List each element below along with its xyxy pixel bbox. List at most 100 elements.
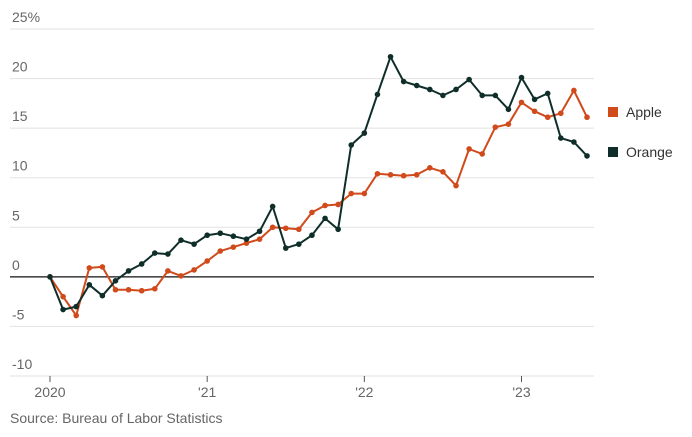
data-point-orange: [518, 74, 525, 81]
data-point-apple: [531, 108, 538, 115]
data-point-orange: [309, 232, 315, 239]
legend-swatch-apple: [608, 107, 618, 117]
data-point-apple: [243, 240, 250, 246]
data-point-orange: [296, 241, 302, 247]
y-axis-ticks: 25% 20 15 10 5 0 -5 -10: [12, 9, 40, 372]
data-point-orange: [60, 306, 66, 313]
data-point-apple: [230, 244, 237, 250]
y-tick-label: -10: [12, 356, 32, 372]
data-point-orange: [544, 90, 551, 97]
data-point-apple: [440, 168, 446, 175]
data-point-orange: [453, 86, 459, 93]
data-point-apple: [138, 287, 145, 294]
data-point-apple: [335, 201, 341, 208]
data-point-orange: [348, 142, 355, 148]
data-point-apple: [204, 258, 210, 264]
data-point-apple: [387, 171, 394, 178]
y-tick-label: 15: [12, 108, 28, 124]
data-point-apple: [374, 170, 381, 177]
data-point-orange: [191, 241, 197, 247]
source-note: Source: Bureau of Labor Statistics: [10, 410, 223, 426]
data-point-apple: [125, 286, 132, 293]
data-point-apple: [217, 248, 224, 254]
data-point-apple: [151, 285, 158, 292]
data-point-apple: [86, 265, 93, 271]
data-point-orange: [479, 92, 486, 99]
data-point-orange: [440, 92, 446, 99]
data-point-orange: [413, 82, 420, 89]
gridlines: [10, 28, 594, 377]
data-point-orange: [427, 86, 433, 93]
data-point-orange: [204, 232, 210, 239]
data-point-orange: [138, 261, 145, 267]
x-tick-label: 2020: [34, 384, 65, 400]
data-point-apple: [400, 172, 407, 179]
data-point-orange: [492, 92, 499, 99]
data-point-orange: [230, 233, 237, 240]
data-point-orange: [178, 237, 184, 243]
y-tick-label: 10: [12, 158, 28, 174]
data-point-apple: [584, 114, 590, 121]
data-point-orange: [151, 250, 158, 256]
legend-swatch-orange: [608, 147, 618, 157]
y-tick-label: 0: [12, 257, 20, 273]
series-lines: [47, 53, 590, 319]
data-point-apple: [558, 110, 564, 117]
data-point-orange: [256, 228, 263, 235]
data-point-apple: [112, 286, 119, 293]
data-point-orange: [73, 303, 79, 310]
data-point-apple: [296, 226, 302, 233]
data-point-apple: [544, 114, 551, 121]
data-point-apple: [178, 273, 184, 279]
legend-label-orange: Orange: [626, 144, 673, 160]
data-point-apple: [99, 264, 106, 270]
data-point-apple: [73, 312, 79, 319]
data-point-orange: [243, 236, 250, 242]
data-point-orange: [361, 130, 368, 136]
data-point-orange: [335, 226, 341, 233]
data-point-apple: [322, 202, 328, 209]
data-point-apple: [165, 268, 171, 274]
data-point-apple: [427, 165, 433, 171]
data-point-orange: [217, 230, 224, 237]
data-point-apple: [256, 236, 263, 242]
data-point-orange: [466, 76, 472, 83]
data-point-apple: [505, 121, 512, 127]
data-point-apple: [348, 190, 355, 197]
data-point-orange: [165, 251, 171, 257]
x-tick-label: '23: [512, 384, 530, 400]
data-point-apple: [309, 209, 315, 216]
data-point-orange: [558, 135, 564, 141]
data-point-apple: [492, 124, 499, 130]
data-point-apple: [269, 224, 276, 231]
data-point-orange: [505, 106, 512, 113]
data-point-apple: [518, 99, 525, 106]
legend-item-apple: Apple: [608, 104, 662, 120]
data-point-apple: [453, 182, 459, 189]
data-point-apple: [361, 190, 368, 197]
data-point-orange: [322, 215, 328, 222]
legend-label-apple: Apple: [626, 104, 662, 120]
data-point-orange: [99, 292, 106, 299]
data-point-orange: [374, 91, 381, 98]
y-tick-label: 5: [12, 207, 20, 223]
y-tick-label: 25%: [12, 9, 40, 25]
data-point-orange: [282, 245, 289, 251]
data-point-orange: [269, 203, 276, 210]
data-point-orange: [86, 281, 93, 288]
data-point-orange: [47, 274, 53, 280]
y-tick-label: -5: [12, 306, 25, 322]
legend-item-orange: Orange: [608, 144, 673, 160]
data-point-orange: [387, 53, 394, 60]
y-tick-label: 20: [12, 59, 28, 75]
data-point-orange: [571, 139, 577, 145]
data-point-orange: [400, 78, 407, 85]
data-point-apple: [479, 151, 486, 157]
data-point-apple: [191, 267, 197, 273]
x-axis-ticks: 2020 '21 '22 '23: [34, 376, 531, 400]
x-tick-label: '21: [198, 384, 216, 400]
data-point-orange: [112, 278, 119, 284]
data-point-apple: [413, 171, 420, 178]
data-point-orange: [125, 268, 132, 274]
